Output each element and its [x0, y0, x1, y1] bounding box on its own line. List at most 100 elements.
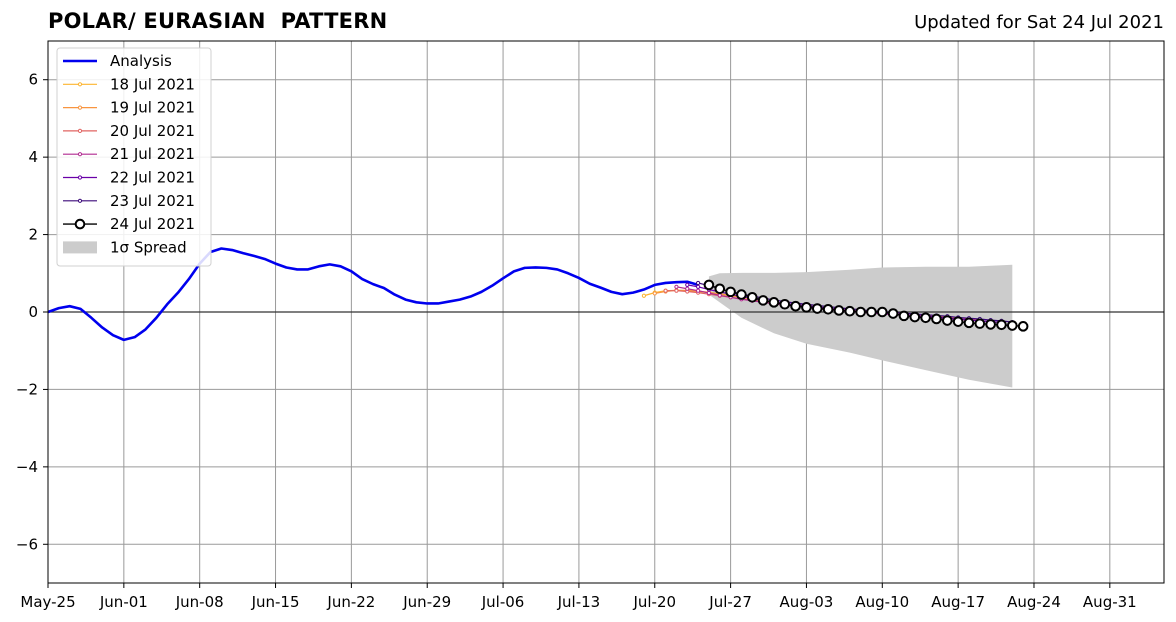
x-tick-label: Aug-31: [1083, 593, 1137, 611]
forecast-point: [641, 293, 647, 298]
y-tick-label: 4: [28, 148, 38, 166]
forecast-point: [779, 298, 791, 310]
legend-entry: 1σ Spread: [63, 238, 187, 256]
x-tick-label: Aug-10: [855, 593, 909, 611]
forecast-point: [866, 306, 877, 318]
forecast-point: [1017, 321, 1029, 332]
forecast-point: [674, 284, 679, 289]
forecast-point: [833, 305, 845, 316]
legend-marker: [74, 218, 86, 230]
forecast-point: [725, 286, 736, 298]
forecast-point: [1007, 320, 1018, 331]
forecast-point: [920, 312, 931, 324]
forecast-point: [855, 306, 866, 318]
legend-label: 1σ Spread: [110, 238, 187, 256]
forecast-point: [801, 302, 812, 313]
legend-box: [56, 47, 212, 267]
legend-label: 19 Jul 2021: [110, 99, 195, 117]
analysis-line: [47, 247, 699, 342]
x-tick-label: Jun-08: [175, 593, 224, 611]
forecast-point: [985, 319, 996, 330]
y-tick-label: 2: [28, 226, 38, 244]
x-tick-label: May-25: [20, 593, 75, 611]
forecast-point: [685, 286, 690, 291]
legend-entry: 22 Jul 2021: [63, 169, 195, 187]
y-tick-label: −4: [16, 458, 38, 476]
forecast-point: [811, 303, 823, 314]
forecast-point: [876, 306, 888, 318]
y-tick-label: −2: [16, 380, 38, 398]
analysis-series: [47, 247, 699, 342]
legend-label: 18 Jul 2021: [110, 75, 195, 93]
forecast-24-jul-2021: [703, 279, 1029, 332]
legend-entry: 20 Jul 2021: [63, 122, 195, 140]
forecast-point: [717, 293, 722, 298]
forecast-point: [898, 310, 910, 322]
x-tick-label: Aug-17: [931, 593, 985, 611]
legend-marker: [77, 198, 83, 203]
y-tick-label: 0: [28, 303, 38, 321]
forecast-point: [996, 319, 1007, 331]
forecast-point: [974, 318, 986, 329]
forecast-point: [909, 311, 921, 323]
forecast-point: [714, 283, 726, 295]
legend-swatch: [63, 241, 97, 254]
legend-entry: Analysis: [63, 52, 172, 70]
forecast-point: [695, 280, 701, 286]
y-tick-label: 6: [28, 71, 38, 89]
forecast-point: [768, 297, 780, 308]
forecast-point: [822, 303, 834, 315]
legend-label: 20 Jul 2021: [110, 122, 195, 140]
x-tick-label: Jun-01: [99, 593, 148, 611]
spread-band: [708, 264, 1013, 388]
legend-label: 22 Jul 2021: [110, 169, 195, 187]
x-tick-label: Jun-29: [402, 593, 451, 611]
legend-entry: 23 Jul 2021: [63, 192, 195, 210]
x-tick-label: Jul-27: [708, 593, 752, 611]
forecast-point: [942, 315, 953, 326]
forecast-point: [652, 291, 657, 296]
forecast-point: [663, 288, 668, 293]
updated-label: Updated for Sat 24 Jul 2021: [914, 12, 1164, 33]
x-tick-label: Jul-13: [557, 593, 601, 611]
x-tick-label: Jul-06: [481, 593, 525, 611]
x-tick-label: Aug-03: [780, 593, 834, 611]
forecast-point: [844, 305, 856, 317]
forecast-point: [706, 290, 712, 296]
forecast-point: [685, 282, 690, 287]
legend-marker: [77, 152, 83, 157]
forecast-point: [695, 284, 701, 289]
legend-marker: [77, 128, 83, 133]
forecast-series: [641, 279, 1029, 332]
forecast-point: [757, 295, 769, 306]
legend-label: Analysis: [110, 52, 172, 70]
legend-entry: 21 Jul 2021: [63, 145, 195, 163]
legend: Analysis 18 Jul 2021 19 Jul 2021 20 Jul 202…: [56, 47, 212, 267]
axis-ticks: 6 4 2 0 −2 −4 −6 May-25 Jun-01 Jun-08 Jun-15 Jun-22…: [16, 71, 1137, 611]
forecast-point: [887, 308, 899, 319]
forecast-point: [963, 317, 975, 329]
forecast-point: [952, 316, 964, 327]
x-tick-label: Jul-20: [632, 593, 676, 611]
legend-marker: [77, 105, 83, 110]
legend-marker: [77, 175, 83, 180]
legend-marker: [77, 82, 83, 87]
legend-label: 21 Jul 2021: [110, 145, 195, 163]
legend-entry: 18 Jul 2021: [63, 75, 195, 93]
legend-entry: 24 Jul 2021: [63, 215, 195, 233]
chart-title: POLAR/ EURASIAN PATTERN: [48, 9, 388, 33]
forecast-point: [703, 279, 715, 291]
x-tick-label: Aug-24: [1007, 593, 1061, 611]
legend-label: 24 Jul 2021: [110, 215, 195, 233]
legend-entry: 19 Jul 2021: [63, 99, 195, 117]
forecast-point: [931, 313, 942, 325]
y-tick-label: −6: [16, 535, 38, 553]
forecast-point: [790, 300, 801, 312]
forecast-point: [736, 289, 747, 300]
forecast-point: [695, 288, 701, 293]
x-tick-label: Jun-15: [251, 593, 300, 611]
forecast-point: [674, 288, 679, 293]
spread-area: [708, 264, 1013, 388]
legend-label: 23 Jul 2021: [110, 192, 195, 210]
